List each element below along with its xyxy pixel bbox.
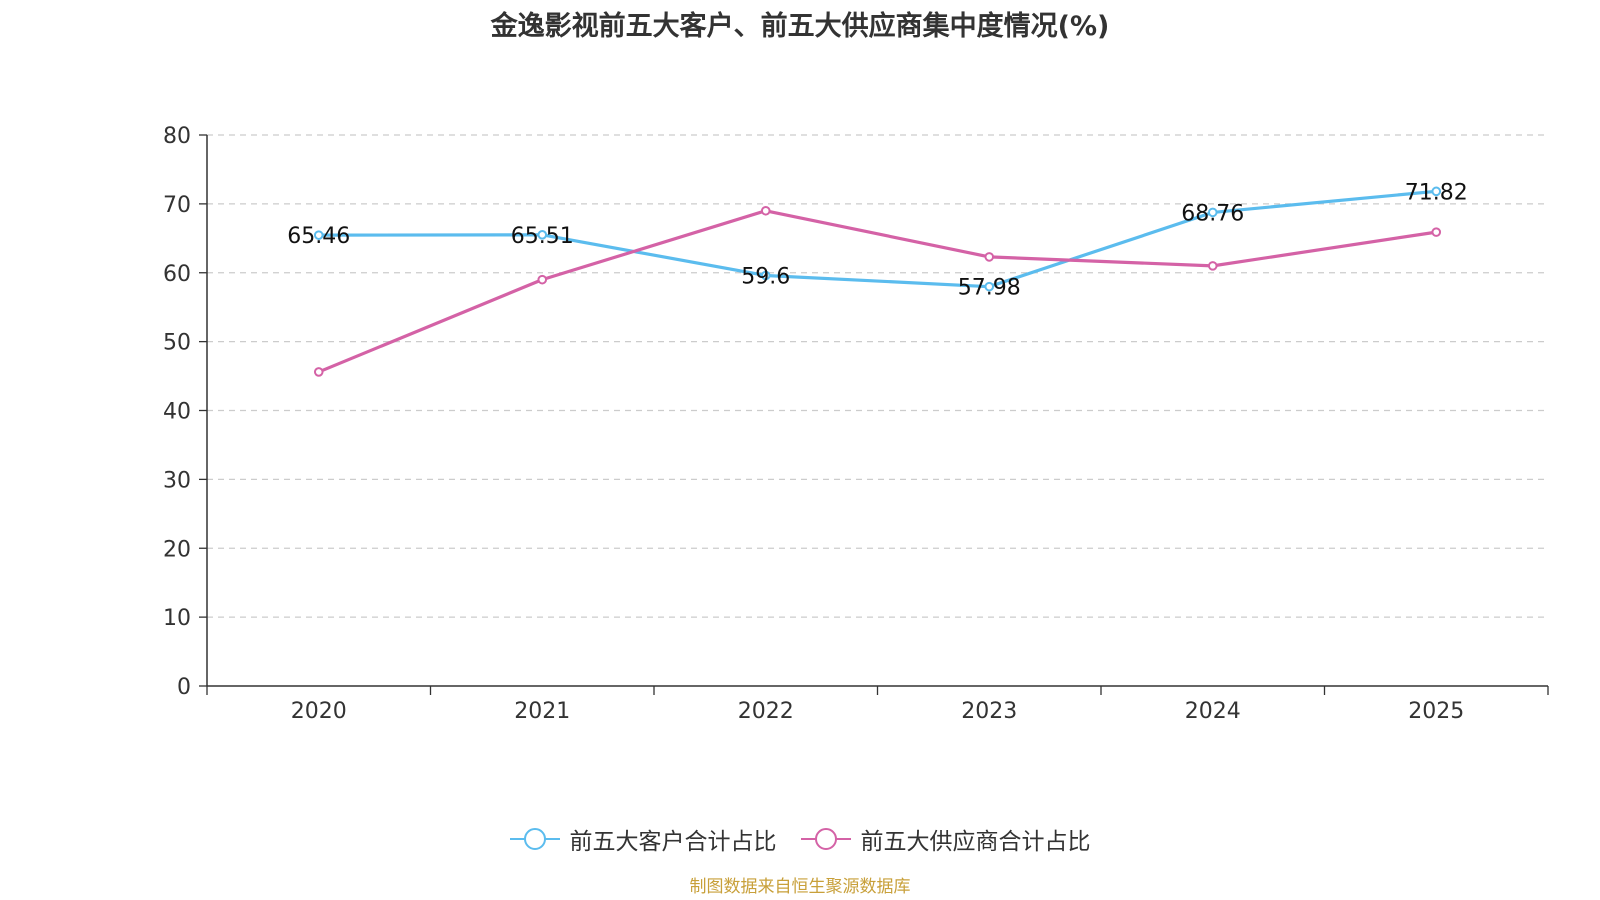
y-tick-label: 60 bbox=[163, 262, 191, 287]
x-tick-label: 2021 bbox=[514, 699, 570, 724]
data-point-series-0 bbox=[537, 229, 548, 240]
chart-legend: 前五大客户合计占比 前五大供应商合计占比 bbox=[0, 822, 1600, 856]
data-label: 59.6 bbox=[741, 265, 790, 290]
y-tick-label: 50 bbox=[163, 331, 191, 356]
x-tick-label: 2025 bbox=[1408, 699, 1464, 724]
data-point-series-0 bbox=[1431, 186, 1442, 197]
data-label: 71.82 bbox=[1405, 180, 1468, 205]
data-label: 65.46 bbox=[287, 224, 350, 249]
y-tick-label: 70 bbox=[163, 193, 191, 218]
data-point-series-0 bbox=[313, 230, 324, 240]
data-point-series-0 bbox=[760, 270, 771, 281]
y-tick-label: 10 bbox=[163, 606, 191, 631]
x-tick-label: 2022 bbox=[738, 699, 794, 724]
data-point-series-1 bbox=[760, 205, 771, 216]
data-point-series-1 bbox=[1207, 261, 1218, 271]
x-tick-label: 2024 bbox=[1185, 699, 1241, 724]
legend-label-customers: 前五大客户合计占比 bbox=[569, 829, 777, 855]
legend-item-customers[interactable]: 前五大客户合计占比 bbox=[509, 822, 777, 856]
chart-title: 金逸影视前五大客户、前五大供应商集中度情况(%) bbox=[490, 11, 1110, 42]
x-tick-label: 2020 bbox=[291, 699, 347, 724]
data-point-series-0 bbox=[984, 281, 995, 292]
legend-marker-customers-icon bbox=[509, 828, 560, 850]
data-label: 68.76 bbox=[1181, 201, 1244, 226]
data-label: 57.98 bbox=[958, 276, 1021, 301]
series-line-0 bbox=[318, 189, 1437, 289]
x-tick-label: 2023 bbox=[961, 699, 1017, 724]
legend-item-suppliers[interactable]: 前五大供应商合计占比 bbox=[800, 822, 1091, 856]
series-line-1 bbox=[318, 209, 1437, 374]
y-tick-label: 30 bbox=[163, 468, 191, 493]
data-source-note: 制图数据来自恒生聚源数据库 bbox=[689, 877, 911, 897]
y-tick-label: 0 bbox=[177, 675, 191, 700]
legend-marker-suppliers-icon bbox=[800, 828, 851, 850]
data-point-series-0 bbox=[1207, 207, 1218, 218]
y-tick-label: 20 bbox=[163, 537, 191, 562]
data-point-series-1 bbox=[984, 252, 995, 262]
legend-label-suppliers: 前五大供应商合计占比 bbox=[860, 829, 1091, 855]
data-label: 65.51 bbox=[511, 224, 574, 249]
data-point-series-1 bbox=[313, 367, 324, 377]
data-point-series-1 bbox=[537, 274, 548, 285]
y-tick-label: 80 bbox=[163, 124, 191, 149]
data-point-series-1 bbox=[1431, 227, 1442, 237]
y-tick-label: 40 bbox=[163, 400, 191, 425]
